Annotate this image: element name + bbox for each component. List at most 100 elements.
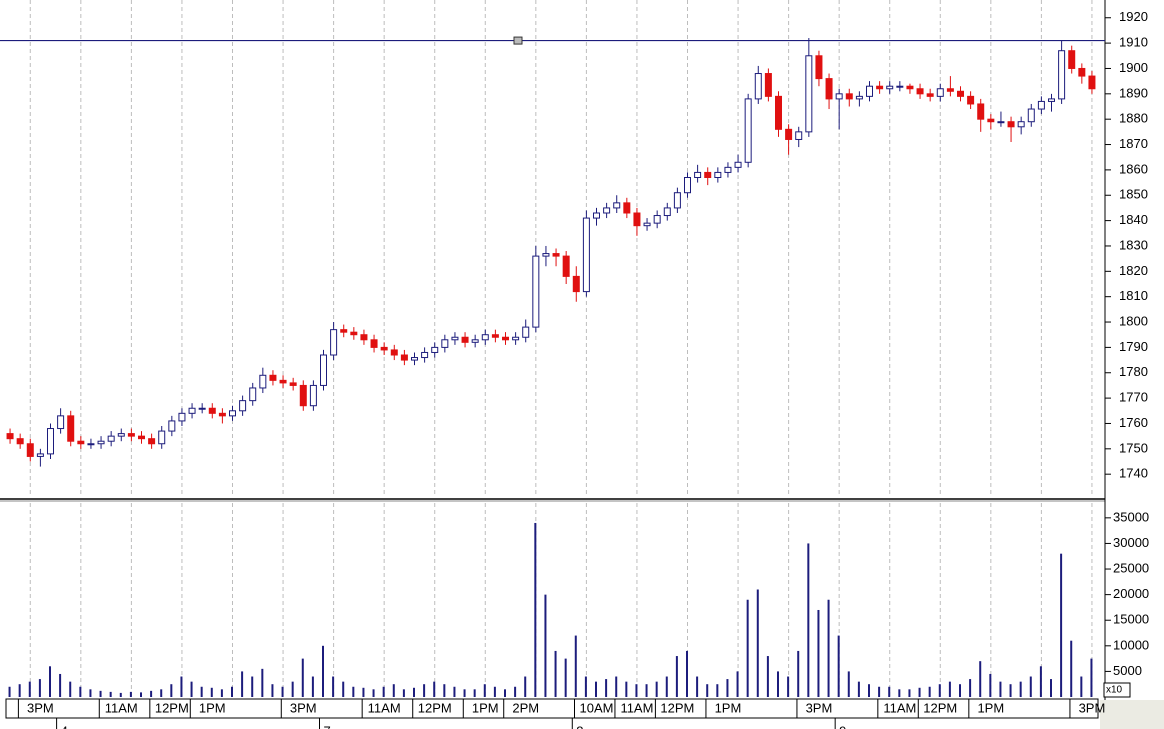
date-label: 8: [576, 723, 583, 729]
candle-body: [845, 93, 853, 100]
y-tick-label: 1910: [1119, 35, 1148, 50]
volume-bar: [18, 684, 21, 697]
volume-bar: [605, 679, 608, 697]
y-tick-label: 1920: [1119, 9, 1148, 24]
candle-body: [239, 400, 247, 412]
candle-body: [1037, 100, 1045, 110]
volume-bar: [443, 684, 446, 697]
candle-body: [987, 118, 995, 123]
volume-bar: [979, 661, 982, 697]
volume-bar: [251, 676, 254, 697]
volume-bar: [908, 689, 911, 697]
candle-body: [835, 93, 843, 100]
line-handle: [513, 36, 523, 45]
candle-body: [623, 202, 631, 214]
volume-bar: [959, 684, 961, 697]
candle-body: [1058, 50, 1066, 100]
candle-body: [148, 438, 156, 445]
x-tick-label: 12PM: [155, 700, 189, 715]
candle-body: [866, 85, 873, 97]
x-tick-label: 3PM: [1079, 700, 1106, 715]
volume-bar: [119, 692, 122, 697]
candle-body: [1027, 108, 1035, 123]
volume-bar: [332, 676, 335, 697]
candle-body: [734, 161, 742, 168]
volume-multiplier: x10: [1106, 685, 1123, 696]
candle-body: [47, 428, 54, 455]
volume-bar: [170, 684, 173, 697]
candle-body: [299, 384, 307, 407]
volume-bar: [554, 650, 557, 697]
x-tick-label: 11AM: [105, 700, 138, 715]
volume-bar: [938, 684, 941, 697]
volume-bar: [79, 686, 82, 697]
volume-bar: [999, 681, 1002, 697]
y-tick-label: 1830: [1119, 237, 1148, 252]
candle-body: [370, 339, 378, 348]
volume-bar: [59, 673, 62, 697]
candle-body: [714, 171, 722, 179]
x-tick-label: 1PM: [472, 700, 499, 715]
volume-bar: [342, 681, 345, 697]
volume-bar: [534, 522, 537, 697]
x-tick-label: 1PM: [977, 700, 1004, 715]
volume-bar: [150, 690, 153, 697]
candle-body: [188, 407, 196, 414]
candle-body: [977, 103, 985, 120]
volume-bar: [231, 686, 233, 697]
volume-bar: [635, 684, 638, 697]
volume-bar: [160, 689, 163, 697]
y-tick-label: 1800: [1119, 313, 1148, 328]
candle-body: [582, 217, 590, 293]
volume-bar: [200, 686, 203, 697]
x-tick-label: 11AM: [620, 700, 653, 715]
candle-body: [1017, 121, 1025, 128]
volume-bar: [544, 594, 547, 697]
volume-bar: [413, 687, 415, 697]
volume-bar: [453, 686, 456, 697]
candle-body: [208, 407, 216, 414]
volume-bar: [584, 676, 587, 697]
volume-bar: [322, 645, 324, 697]
volume-bar: [969, 679, 972, 697]
y-tick-label: 1780: [1119, 364, 1148, 379]
y-tick-label: 1890: [1119, 85, 1148, 100]
volume-bar: [665, 676, 668, 697]
candle-body: [886, 85, 894, 90]
candle-body: [441, 339, 449, 348]
volume-bar: [524, 676, 527, 697]
candle-body: [815, 55, 823, 80]
candle-body: [653, 215, 661, 224]
x-tick-label: 3PM: [27, 700, 54, 715]
volume-bar: [271, 684, 274, 697]
candle-body: [471, 339, 479, 343]
volume-bar: [918, 687, 921, 697]
volume-bar: [291, 681, 294, 697]
candle-body: [168, 420, 176, 432]
candle-body: [946, 88, 954, 92]
x-tick-label: 11AM: [883, 700, 916, 715]
candle-body: [603, 207, 611, 214]
volume-bar: [493, 686, 496, 697]
candle-body: [673, 192, 681, 209]
candle-body: [1048, 98, 1055, 102]
volume-bar: [615, 676, 618, 697]
candle-body: [532, 255, 540, 328]
volume-bar: [756, 589, 759, 697]
candle-body: [330, 329, 338, 356]
candle-body: [916, 88, 924, 95]
volume-bar: [787, 676, 790, 697]
y-tick-label: 1900: [1119, 60, 1148, 75]
candle-body: [906, 85, 914, 90]
volume-bar: [777, 671, 779, 697]
volume-bar: [847, 671, 850, 697]
volume-bar: [69, 681, 72, 697]
volume-bar: [574, 635, 577, 697]
candle-body: [127, 433, 135, 437]
volume-tick-label: 35000: [1113, 509, 1149, 524]
volume-bar: [473, 689, 476, 697]
candle-body: [775, 95, 782, 130]
volume-bar: [8, 686, 11, 697]
volume-bar: [595, 681, 597, 697]
candle-body: [825, 78, 833, 100]
